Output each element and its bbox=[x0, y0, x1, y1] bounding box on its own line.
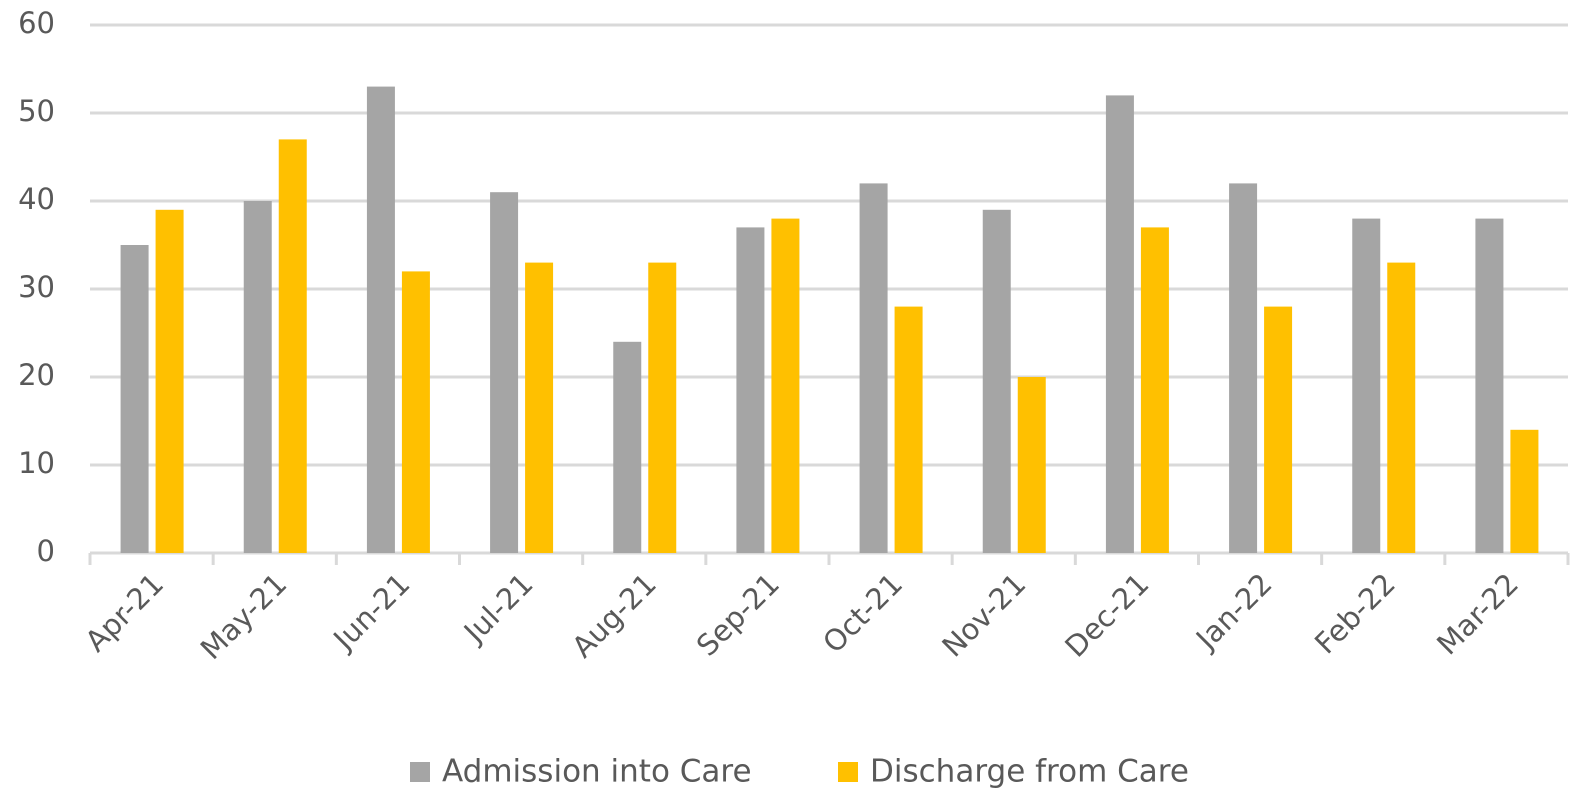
bar bbox=[1105, 95, 1134, 554]
x-tick-label: Sep-21 bbox=[690, 567, 786, 663]
legend-swatch bbox=[838, 762, 858, 782]
bar bbox=[243, 201, 272, 553]
bar bbox=[366, 86, 395, 553]
y-tick-label: 0 bbox=[37, 534, 55, 568]
bar bbox=[648, 262, 677, 553]
bar bbox=[894, 306, 923, 553]
bar bbox=[613, 341, 642, 553]
bar bbox=[1229, 183, 1258, 553]
bar bbox=[525, 262, 554, 553]
bar bbox=[736, 227, 765, 553]
y-tick-label: 50 bbox=[18, 94, 55, 128]
bar bbox=[1510, 429, 1539, 553]
bar bbox=[982, 209, 1011, 554]
x-tick-label: Jun-21 bbox=[326, 567, 417, 658]
bar bbox=[1475, 218, 1504, 553]
legend-swatch bbox=[410, 762, 430, 782]
bar bbox=[401, 271, 430, 553]
y-tick-label: 30 bbox=[18, 270, 55, 304]
bar bbox=[1140, 227, 1169, 553]
y-tick-label: 40 bbox=[18, 182, 55, 216]
x-tick-label: Dec-21 bbox=[1058, 567, 1155, 664]
x-tick-label: Apr-21 bbox=[78, 567, 170, 659]
bar bbox=[1352, 218, 1381, 553]
x-tick-label: Nov-21 bbox=[935, 567, 1032, 664]
bar bbox=[155, 209, 184, 554]
y-tick-label: 20 bbox=[18, 358, 55, 392]
legend-label: Discharge from Care bbox=[870, 754, 1189, 790]
x-tick-label: May-21 bbox=[194, 567, 294, 667]
bar bbox=[771, 218, 800, 553]
x-tick-label: Feb-22 bbox=[1308, 567, 1402, 661]
bar bbox=[120, 245, 149, 553]
x-tick-label: Jul-21 bbox=[456, 567, 540, 651]
y-tick-label: 10 bbox=[18, 446, 55, 480]
bar bbox=[1387, 262, 1416, 553]
x-tick-label: Aug-21 bbox=[565, 567, 663, 665]
bar bbox=[859, 183, 888, 553]
legend-label: Admission into Care bbox=[442, 754, 752, 790]
y-tick-label: 60 bbox=[18, 6, 55, 40]
x-tick-label: Mar-22 bbox=[1430, 567, 1525, 662]
bar bbox=[490, 192, 519, 553]
x-tick-label: Jan-22 bbox=[1188, 567, 1279, 658]
bar bbox=[1264, 306, 1293, 553]
bar bbox=[1017, 377, 1046, 553]
x-tick-label: Oct-21 bbox=[816, 567, 909, 660]
bar bbox=[278, 139, 307, 553]
